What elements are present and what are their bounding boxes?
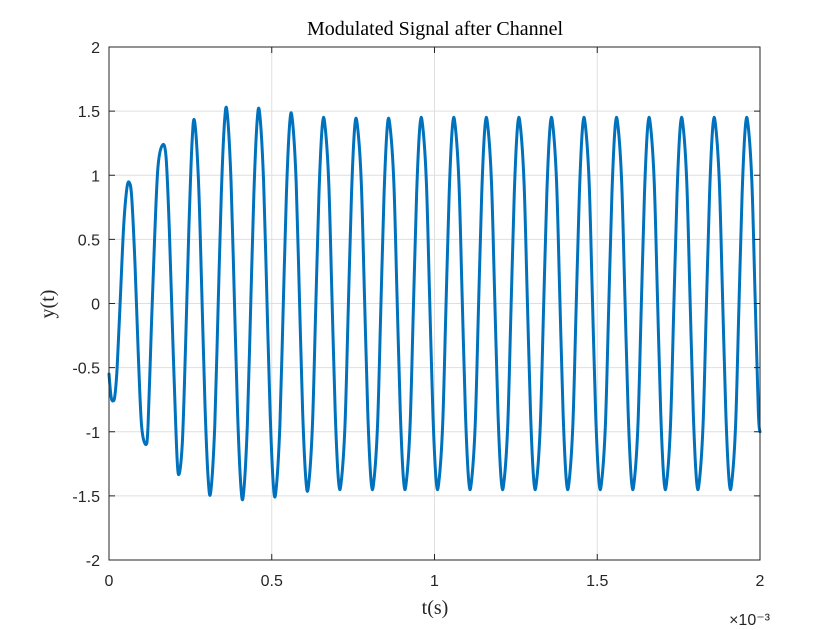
y-tick-label: 1.5 xyxy=(78,104,100,121)
x-axis-label: t(s) xyxy=(422,597,449,619)
x-tick-label: 1.5 xyxy=(586,573,608,590)
chart-title: Modulated Signal after Channel xyxy=(307,18,563,40)
y-tick-label: -1.5 xyxy=(72,489,100,506)
y-axis-label: y(t) xyxy=(37,290,59,319)
x-tick-label: 2 xyxy=(756,573,765,590)
y-tick-label: 2 xyxy=(91,40,100,57)
x-axis-exponent: ×10⁻³ xyxy=(729,612,771,629)
y-tick-label: 1 xyxy=(91,168,100,185)
y-tick-label: -1 xyxy=(86,425,100,442)
y-tick-label: -2 xyxy=(86,553,100,570)
y-tick-labels: -2 -1.5 -1 -0.5 0 0.5 1 1.5 2 xyxy=(72,40,100,570)
series-layer xyxy=(107,105,762,502)
tick-marks xyxy=(108,46,761,561)
series-line xyxy=(107,105,762,502)
y-tick-label: 0 xyxy=(91,297,100,314)
x-tick-labels: 0 0.5 1 1.5 2 xyxy=(105,573,765,590)
x-tick-label: 1 xyxy=(430,573,439,590)
x-tick-label: 0.5 xyxy=(261,573,283,590)
x-tick-label: 0 xyxy=(105,573,114,590)
y-tick-label: 0.5 xyxy=(78,232,100,249)
y-tick-label: -0.5 xyxy=(72,361,100,378)
